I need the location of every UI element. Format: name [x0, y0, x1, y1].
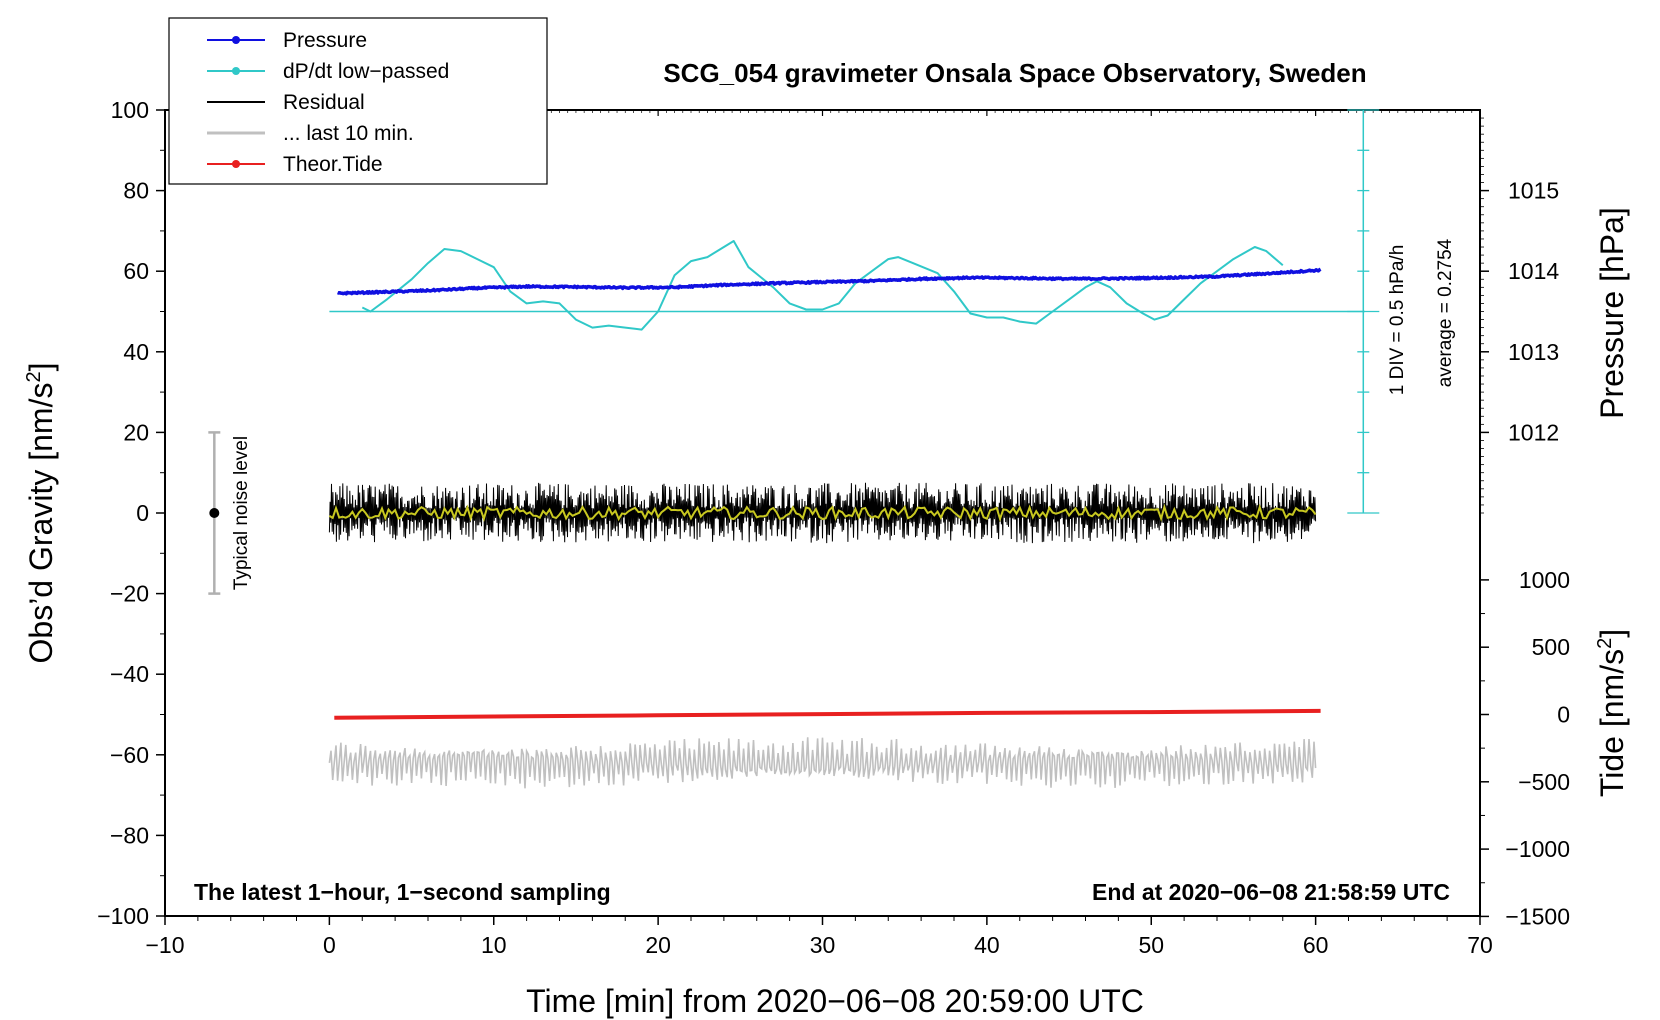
pressure-tick-label: 1015	[1508, 178, 1559, 204]
y-axis-title-pressure: Pressure [hPa]	[1594, 207, 1630, 419]
x-tick-label: −10	[145, 932, 184, 958]
corner-label-left: The latest 1−hour, 1−second sampling	[194, 879, 611, 905]
noise-center-dot	[209, 508, 220, 518]
y-axis-title-left-sup: 2	[23, 371, 45, 382]
legend-marker	[232, 160, 240, 168]
legend-label: ... last 10 min.	[283, 122, 414, 145]
chart-title: SCG_054 gravimeter Onsala Space Observat…	[663, 58, 1366, 88]
y-axis-title-left-end: ]	[23, 363, 59, 372]
legend-label: dP/dt low−passed	[283, 60, 449, 83]
div-label: 1 DIV = 0.5 hPa/h	[1387, 245, 1408, 396]
y-axis-title-tide-main: Tide [nm/s	[1594, 649, 1630, 797]
y-tick-label: −60	[110, 742, 149, 768]
series-residual	[328, 482, 1317, 544]
tide-tick-label: −1000	[1505, 836, 1570, 862]
y-tick-label: 0	[136, 500, 149, 526]
y-tick-label: 60	[123, 258, 149, 284]
corner-label-right: End at 2020−06−08 21:58:59 UTC	[1092, 879, 1450, 905]
y-tick-label: −80	[110, 822, 149, 848]
y-tick-label: −20	[110, 581, 149, 607]
legend-label: Residual	[283, 91, 365, 114]
y-axis-title-left: Obs’d Gravity [nm/s2]	[23, 363, 59, 664]
x-tick-label: 30	[810, 932, 836, 958]
dpdt-scale-bar	[1347, 109, 1380, 514]
y-tick-label: −40	[110, 661, 149, 687]
pressure-tick-label: 1012	[1508, 419, 1559, 445]
series-last-10-min	[328, 737, 1317, 789]
y-tick-label: 100	[111, 97, 149, 123]
y-tick-label: 80	[123, 178, 149, 204]
pressure-tick-label: 1014	[1508, 258, 1559, 284]
axis-layer: −10 0 10 20 30 40 50 60 70−100−80−60−40−20020406…	[97, 97, 1570, 958]
average-label: average = 0.2754	[1435, 238, 1456, 387]
x-tick-label: 50	[1138, 932, 1164, 958]
x-tick-label: 40	[974, 932, 1000, 958]
legend-marker	[232, 67, 240, 75]
series-layer	[328, 240, 1365, 789]
noise-label: Typical noise level	[231, 436, 252, 590]
x-axis-title: Time [min] from 2020−06−08 20:59:00 UTC	[526, 983, 1144, 1019]
legend-label: Pressure	[283, 29, 367, 52]
y-axis-title-tide-sup: 2	[1594, 638, 1616, 649]
tide-tick-label: 500	[1532, 634, 1570, 660]
y-axis-title-tide: Tide [nm/s2]	[1594, 629, 1630, 797]
legend-label: Theor.Tide	[283, 153, 383, 176]
series-theor-tide	[334, 708, 1321, 720]
y-tick-label: 40	[123, 339, 149, 365]
series-dpdt	[361, 240, 1284, 331]
series-residual-smoothed	[328, 503, 1317, 523]
tide-tick-label: 0	[1557, 702, 1570, 728]
x-tick-label: 0	[323, 932, 336, 958]
tide-tick-label: 1000	[1519, 567, 1570, 593]
y-axis-title-tide-end: ]	[1594, 629, 1630, 638]
x-tick-label: 60	[1303, 932, 1329, 958]
y-tick-label: −100	[97, 903, 149, 929]
legend: Pressure dP/dt low−passed Residual ... last…	[168, 17, 548, 185]
x-tick-label: 70	[1467, 932, 1493, 958]
series-pressure	[336, 267, 1322, 296]
y-axis-title-left-main: Obs’d Gravity [nm/s	[23, 383, 59, 664]
y-tick-label: 20	[123, 419, 149, 445]
x-tick-label: 20	[645, 932, 671, 958]
x-tick-label: 10	[481, 932, 507, 958]
tide-tick-label: −1500	[1505, 903, 1570, 929]
noise-level-marker	[208, 431, 221, 595]
pressure-tick-label: 1013	[1508, 339, 1559, 365]
tide-tick-label: −500	[1518, 769, 1570, 795]
legend-marker	[232, 36, 240, 44]
